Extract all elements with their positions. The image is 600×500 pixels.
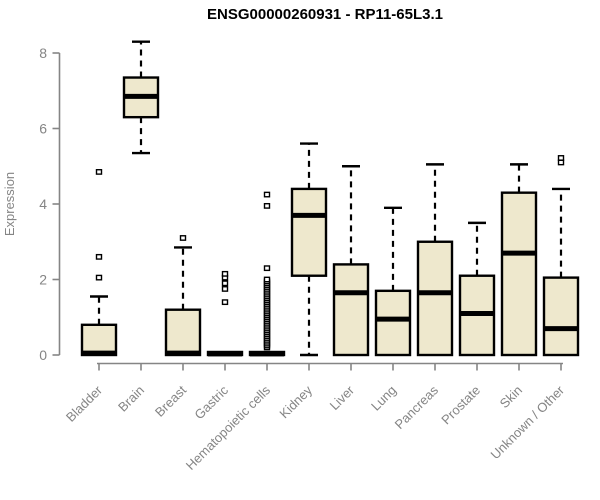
y-tick-label-8: 8: [39, 45, 47, 61]
outlier-gastric-1: [221, 286, 229, 292]
y-tick-label-4: 4: [39, 196, 47, 212]
outlier-hematopoietic-cells-37: [263, 265, 271, 272]
y-tick-label-6: 6: [39, 121, 47, 137]
x-tick-label-unknown-other: Unknown / Other: [488, 382, 568, 462]
outlier-hematopoietic-cells-39: [263, 191, 271, 198]
x-tick-label-prostate: Prostate: [438, 383, 483, 428]
outlier-bladder-2: [95, 169, 103, 175]
box-lung: [374, 289, 412, 357]
outlier-gastric-2: [221, 280, 229, 287]
box-kidney: [290, 187, 328, 277]
x-tick-label-skin: Skin: [497, 383, 525, 411]
outlier-hematopoietic-cells-38: [263, 202, 271, 209]
x-tick-label-pancreas: Pancreas: [392, 382, 442, 432]
x-tick-label-lung: Lung: [368, 383, 399, 414]
x-tick-label-gastric: Gastric: [191, 382, 231, 422]
box-skin: [500, 191, 538, 357]
y-tick-label-2: 2: [39, 272, 47, 288]
box-unknown-other: [542, 276, 580, 357]
chart-title: ENSG00000260931 - RP11-65L3.1: [207, 6, 443, 23]
x-tick-label-kidney: Kidney: [276, 382, 315, 421]
y-tick-label-0: 0: [39, 347, 47, 363]
x-tick-label-breast: Breast: [152, 382, 189, 419]
outlier-hematopoietic-cells-36: [263, 276, 271, 283]
x-tick-label-liver: Liver: [327, 382, 358, 413]
outlier-unknown-other-0: [557, 159, 565, 166]
box-bladder: [80, 323, 118, 357]
x-tick-label-bladder: Bladder: [63, 382, 106, 425]
outlier-gastric-4: [221, 270, 229, 277]
box-liver: [332, 263, 370, 357]
y-axis-title: Expression: [2, 172, 17, 236]
box-pancreas: [416, 240, 454, 357]
outlier-bladder-0: [95, 274, 103, 281]
outlier-breast-0: [179, 235, 187, 241]
outlier-bladder-1: [95, 253, 103, 260]
box-breast: [164, 308, 202, 357]
x-tick-label-brain: Brain: [115, 383, 147, 415]
outlier-unknown-other-1: [557, 155, 565, 161]
outlier-gastric-0: [221, 299, 229, 306]
